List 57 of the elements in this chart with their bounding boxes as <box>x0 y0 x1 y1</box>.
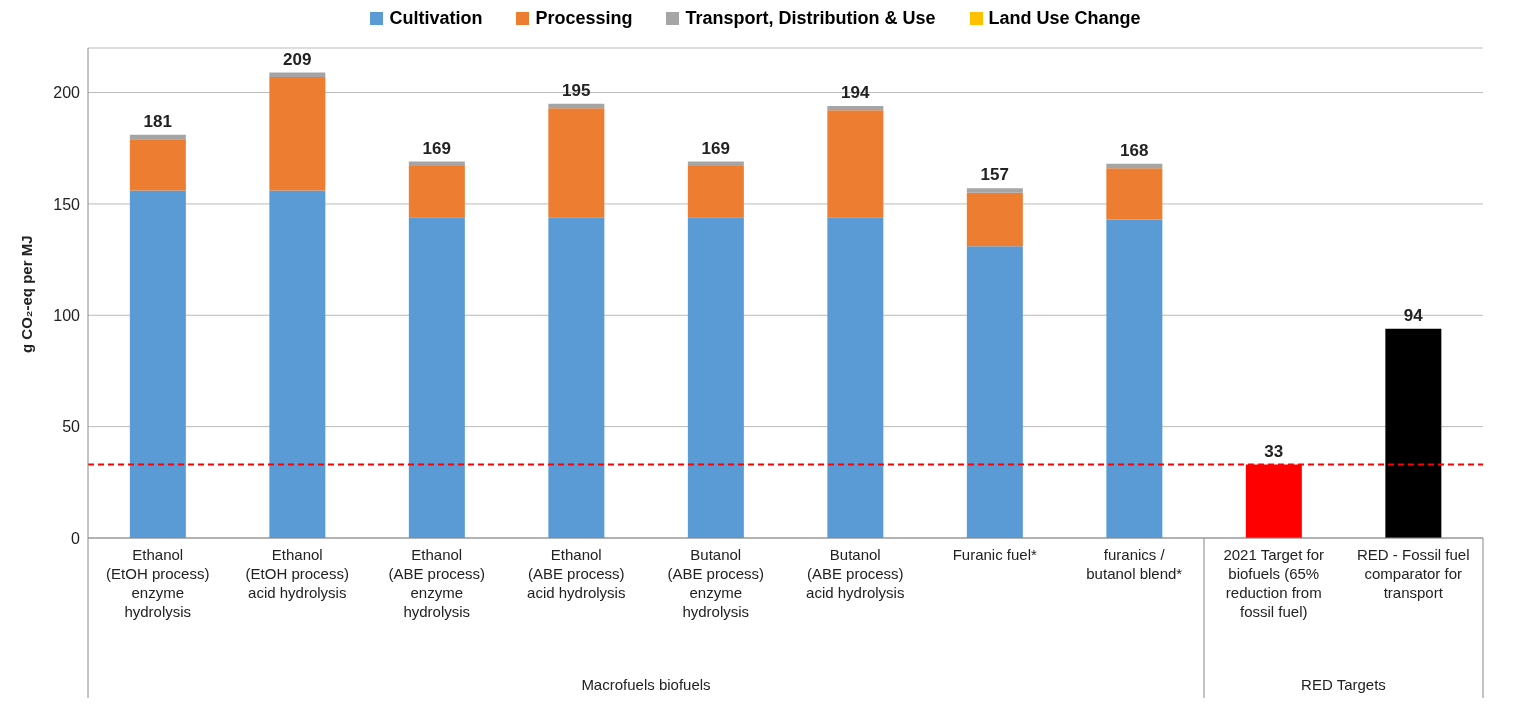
x-tick-label: RED - Fossil fuel comparator for transport <box>1356 546 1470 601</box>
legend-label: Land Use Change <box>987 8 1141 29</box>
bar <box>1106 163 1163 169</box>
x-tick-label: Ethanol (ABE process) enzyme hydrolysis <box>388 546 486 620</box>
total-label: 195 <box>562 80 591 100</box>
y-tick-label: 100 <box>53 306 81 324</box>
total-label: 209 <box>283 49 312 69</box>
total-label: 168 <box>1120 140 1149 160</box>
bar <box>827 110 884 218</box>
bar <box>129 190 186 538</box>
y-axis-title: g CO₂-eq per MJ <box>18 235 36 353</box>
bar <box>966 192 1023 247</box>
bar <box>548 217 605 538</box>
x-tick-label: Ethanol (EtOH process) acid hydrolysis <box>245 546 349 601</box>
bar <box>408 217 465 538</box>
y-tick-label: 150 <box>53 195 81 213</box>
bar <box>1106 219 1163 538</box>
y-tick-label: 0 <box>71 529 81 547</box>
total-label: 194 <box>841 82 870 102</box>
total-label: 169 <box>422 138 451 158</box>
text: RED Targets <box>1301 676 1386 693</box>
x-tick-label: furanics / butanol blend* <box>1086 546 1183 582</box>
legend-label: Cultivation <box>388 8 483 29</box>
x-tick-label: Butanol (ABE process) acid hydrolysis <box>806 546 905 601</box>
y-tick-label: 200 <box>53 84 81 102</box>
bar <box>129 139 186 191</box>
bar <box>687 166 744 218</box>
bar <box>966 246 1023 538</box>
legend-label: Transport, Distribution & Use <box>684 8 936 29</box>
x-tick-label: Furanic fuel* <box>952 546 1038 563</box>
bar <box>1385 328 1442 538</box>
bar <box>966 188 1023 193</box>
total-label: 157 <box>980 165 1009 185</box>
bar <box>408 166 465 218</box>
bar <box>687 217 744 538</box>
total-label: 169 <box>701 138 730 158</box>
bar <box>687 161 744 167</box>
bar <box>827 217 884 538</box>
bar <box>129 134 186 140</box>
bar <box>269 76 326 191</box>
x-tick-label: Butanol (ABE process) enzyme hydrolysis <box>667 546 765 620</box>
total-label: 181 <box>143 111 172 131</box>
x-tick-label: 2021 Target for biofuels (65% reduction from fossil fuel) <box>1223 546 1325 620</box>
bar <box>408 161 465 167</box>
bar <box>269 190 326 538</box>
bar <box>269 72 326 77</box>
y-tick-label: 50 <box>62 418 81 436</box>
bar <box>827 105 884 111</box>
x-tick-label: Ethanol (ABE process) acid hydrolysis <box>527 546 626 601</box>
bar <box>548 108 605 218</box>
bar <box>548 103 605 109</box>
bar <box>1106 168 1163 220</box>
total-label: 33 <box>1264 441 1284 461</box>
text: Macrofuels biofuels <box>581 676 711 693</box>
total-label: 94 <box>1403 305 1424 325</box>
x-tick-label: Ethanol (EtOH process) enzyme hydrolysis <box>106 546 210 620</box>
legend-label: Processing <box>534 8 633 29</box>
